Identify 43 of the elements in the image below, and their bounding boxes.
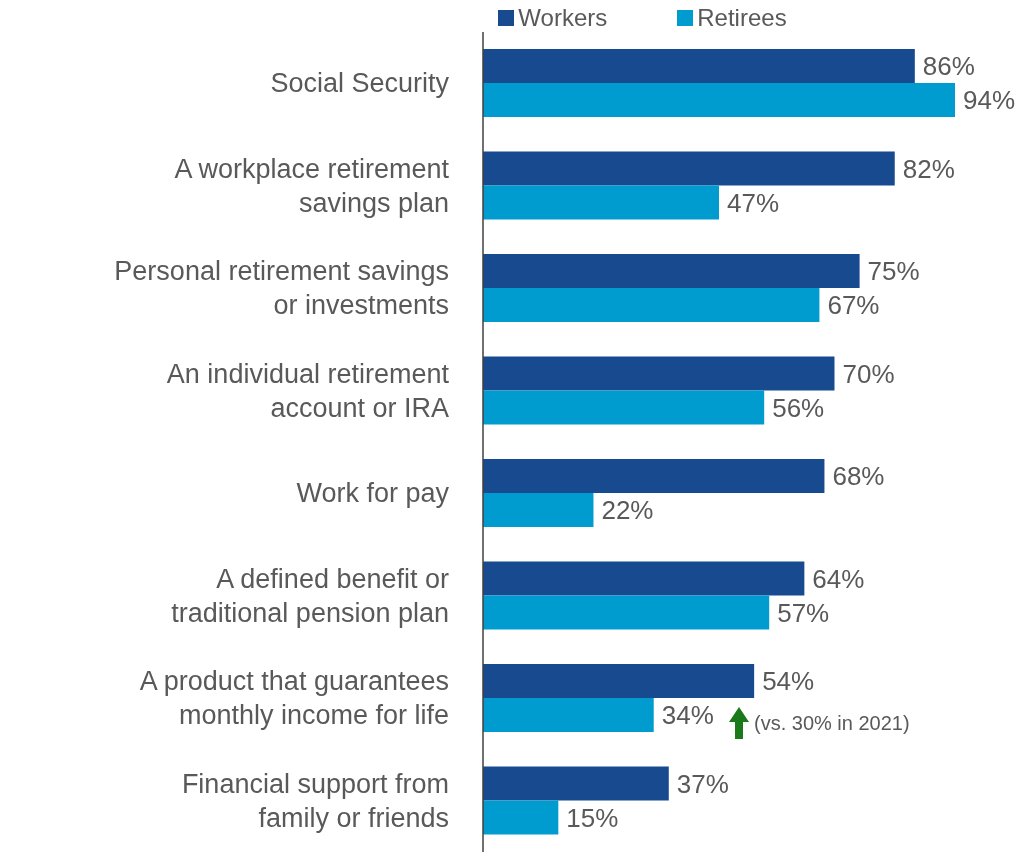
y-tick-label: A workplace retirement savings plan bbox=[174, 153, 450, 218]
bar bbox=[483, 493, 594, 527]
bar bbox=[483, 185, 719, 220]
bar bbox=[483, 288, 820, 322]
data-label: 64% bbox=[812, 563, 865, 594]
legend-label: Retirees bbox=[696, 4, 787, 32]
data-label: 15% bbox=[566, 802, 619, 833]
y-tick-label: Personal retirement savings or investments bbox=[114, 256, 449, 321]
data-label: 94% bbox=[963, 85, 1016, 115]
legend-label: Workers bbox=[517, 4, 608, 32]
data-label: 22% bbox=[601, 495, 654, 525]
bar bbox=[483, 254, 860, 288]
y-tick-label: Financial support from family or friends bbox=[181, 768, 449, 833]
data-label: 67% bbox=[827, 290, 880, 320]
data-label: 70% bbox=[842, 358, 895, 389]
bar bbox=[483, 49, 915, 83]
y-tick-label: Work for pay bbox=[296, 478, 450, 509]
bar bbox=[483, 766, 669, 801]
y-tick-label: Social Security bbox=[270, 68, 450, 99]
data-label: 47% bbox=[727, 187, 780, 218]
data-label: 56% bbox=[772, 392, 825, 423]
data-label: 75% bbox=[867, 256, 920, 286]
bar bbox=[483, 698, 654, 732]
y-tick-label: A product that guarantees monthly income for life bbox=[139, 666, 449, 731]
bar bbox=[483, 459, 825, 493]
data-label: 37% bbox=[676, 768, 729, 799]
bar bbox=[483, 664, 755, 698]
y-tick-label: A defined benefit or traditional pension plan bbox=[171, 563, 449, 628]
bar bbox=[483, 390, 765, 425]
data-label: 68% bbox=[832, 461, 885, 491]
bar bbox=[483, 595, 770, 630]
data-label: 86% bbox=[922, 51, 975, 81]
bar bbox=[483, 356, 835, 391]
data-label: 54% bbox=[762, 666, 815, 696]
data-label: 34% bbox=[661, 700, 714, 730]
annotation: (vs. 30% in 2021) bbox=[754, 711, 910, 735]
bar bbox=[483, 151, 895, 186]
bar bbox=[483, 800, 559, 835]
data-label: 82% bbox=[902, 153, 955, 184]
y-tick-label: An individual retirement account or IRA bbox=[166, 358, 450, 423]
data-label: 57% bbox=[777, 597, 830, 628]
bar bbox=[483, 83, 955, 117]
bar bbox=[483, 561, 805, 596]
